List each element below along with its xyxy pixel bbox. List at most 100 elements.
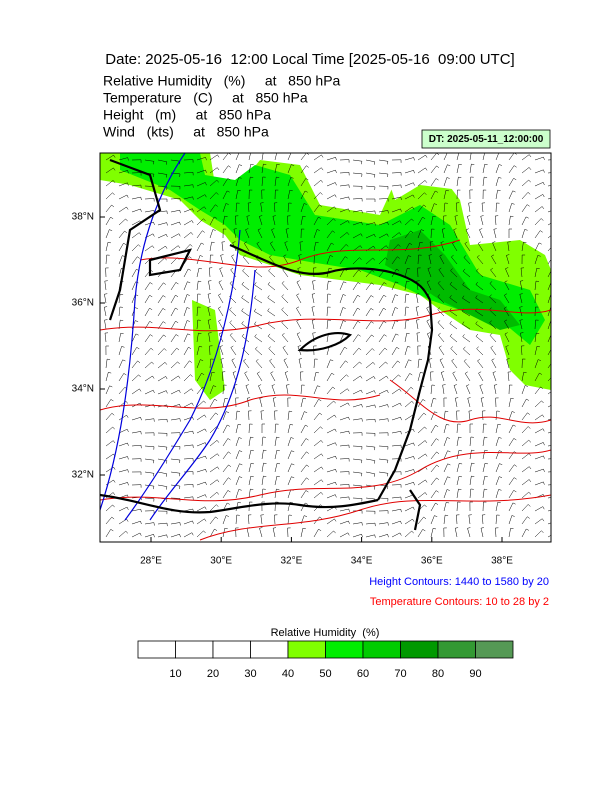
wind-barb [158,198,168,202]
wind-barb [248,436,254,447]
wind-barb [241,281,250,291]
wind-barb [391,172,402,176]
wind-barb [300,384,305,395]
wind-barb [284,371,289,382]
wind-barb [273,202,278,213]
wind-barb [326,267,332,278]
wind-barb [271,384,276,395]
wind-barb [157,484,168,490]
wind-barb [261,176,266,187]
wind-barb [170,172,181,177]
wind-barb [495,177,502,187]
wind-barb [404,169,415,174]
wind-barb [157,210,168,214]
wind-barb [312,280,316,291]
wind-barb [131,532,142,538]
wind-barb [261,423,265,433]
wind-barb [144,221,155,226]
wind-barb [170,257,180,265]
wind-barb [235,437,242,447]
wind-barb [183,458,194,462]
wind-barb [352,257,362,265]
wind-barb [261,153,264,161]
wind-barb [105,371,112,382]
wind-barb [118,530,128,538]
wind-barb [463,255,471,265]
wind-barb [534,455,545,460]
wind-barb [248,163,254,174]
wind-barb [272,215,276,226]
wind-barb [508,228,512,238]
wind-barb [144,445,155,450]
wind-barb [222,490,231,499]
wind-barb [534,518,545,525]
wind-barb [469,163,475,174]
wind-barb [404,506,415,512]
wind-barb [131,471,142,475]
wind-barb [391,532,402,538]
wind-barb [339,360,348,369]
lat-label: 32°N [72,470,94,481]
wind-barb [271,228,276,239]
wind-barb [378,334,387,343]
wind-barb [378,533,389,538]
wind-barb [534,242,542,252]
wind-barb [246,397,251,408]
wind-barb [478,371,484,382]
wind-barb [462,268,471,278]
wind-barb [547,334,551,343]
wind-barb [157,361,168,369]
wind-barb [131,458,142,462]
wind-barb [221,371,226,382]
wind-barb [274,488,280,499]
wind-barb [534,372,543,382]
wind-barb [339,307,346,317]
wind-barb [229,333,237,343]
wind-barb [313,204,322,213]
wind-barb [209,385,217,395]
wind-barb [391,184,402,188]
wind-barb [339,159,350,163]
wind-barb [131,360,141,369]
wind-barb [235,215,239,226]
wind-barb [378,458,389,464]
wind-barb [144,198,155,202]
wind-barb [534,345,540,356]
wind-barb [105,385,113,395]
wind-barb [222,477,231,486]
wind-barb [462,282,471,291]
wind-barb [352,497,363,502]
wind-barb [118,182,129,187]
wind-barb [267,281,276,291]
wind-barb [339,374,349,382]
wind-barb [299,241,303,252]
wind-barb [209,426,219,434]
wind-barb [352,484,363,490]
wind-barb [170,185,181,190]
wind-barb [534,332,540,343]
wind-barb [287,527,291,538]
wind-barb [283,358,289,369]
wind-barb [454,215,458,226]
wind-barb [416,293,420,304]
wind-barb [430,397,437,408]
wind-barb [547,259,551,265]
wind-barb [508,177,517,187]
wind-barb [547,235,551,239]
wind-barb [443,450,451,460]
wind-barb [352,418,363,422]
wind-barb [261,501,265,512]
lat-label: 34°N [72,384,94,395]
wind-barb [170,484,181,490]
wind-barb [415,306,420,317]
wind-barb [118,319,124,330]
wind-barb [274,475,280,486]
wind-barb [475,295,484,304]
wind-barb [144,458,155,464]
wind-barb [268,268,276,278]
wind-barb [235,153,243,161]
wind-barb [326,206,337,213]
wind-barb [521,254,526,265]
